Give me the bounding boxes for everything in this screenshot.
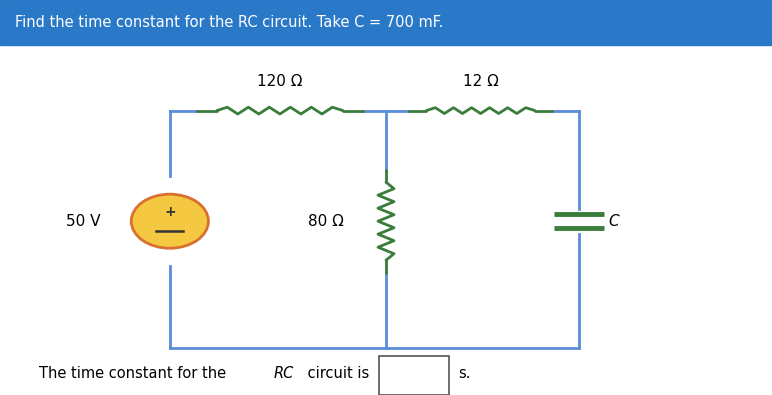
Text: +: + — [164, 205, 176, 219]
Text: C: C — [608, 214, 619, 229]
Bar — [379, 356, 449, 395]
Text: 50 V: 50 V — [66, 214, 100, 229]
Text: The time constant for the: The time constant for the — [39, 366, 230, 381]
Text: Find the time constant for the RC circuit. Take C = 700 mF.: Find the time constant for the RC circui… — [15, 15, 444, 30]
Text: RC: RC — [274, 366, 294, 381]
Text: 120 Ω: 120 Ω — [257, 74, 303, 89]
Text: circuit is: circuit is — [303, 366, 370, 381]
Text: 80 Ω: 80 Ω — [308, 214, 344, 229]
Ellipse shape — [131, 194, 208, 248]
Text: s.: s. — [458, 366, 470, 381]
Text: 12 Ω: 12 Ω — [462, 74, 499, 89]
Bar — [0, 0, 772, 45]
